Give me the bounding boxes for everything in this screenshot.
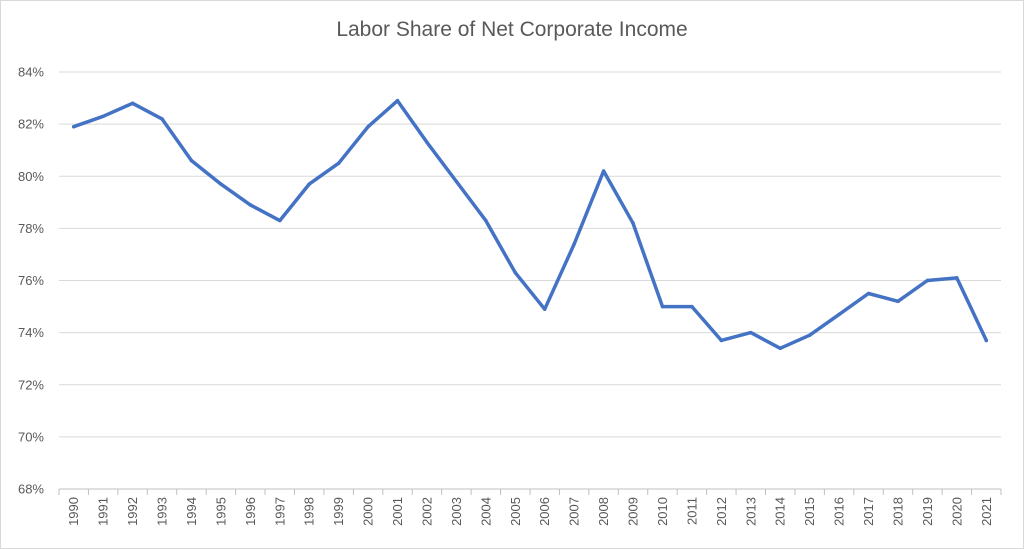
x-tick-label: 2014	[773, 497, 788, 526]
x-tick-label: 1997	[272, 497, 287, 526]
x-tick-label: 1994	[184, 497, 199, 526]
data-point	[366, 124, 370, 129]
y-tick-label: 80%	[18, 169, 44, 184]
x-tick-label: 2012	[714, 497, 729, 526]
x-tick-label: 2005	[508, 497, 523, 526]
data-point	[219, 182, 223, 186]
data-point	[660, 304, 665, 309]
x-tick-label: 2003	[449, 497, 464, 526]
data-point	[484, 218, 488, 223]
data-point	[513, 270, 518, 275]
x-tick-label: 2013	[743, 497, 758, 526]
x-tick-label: 2015	[802, 497, 817, 526]
data-point	[925, 278, 930, 283]
x-tick-label: 2004	[478, 497, 493, 526]
x-tick-label: 1991	[96, 497, 111, 526]
x-tick-label: 2016	[832, 497, 847, 526]
data-point	[454, 179, 459, 184]
y-tick-label: 72%	[18, 377, 44, 392]
x-tick-label: 2010	[655, 497, 670, 526]
data-point	[395, 98, 400, 103]
data-point	[631, 221, 635, 225]
data-point	[130, 101, 135, 106]
y-tick-label: 76%	[18, 273, 44, 288]
x-tick-label: 2017	[861, 497, 876, 526]
y-tick-label: 68%	[18, 482, 44, 497]
data-point	[425, 140, 429, 145]
x-tick-label: 1995	[213, 497, 228, 526]
y-tick-label: 84%	[18, 65, 44, 80]
x-tick-label: 2018	[890, 497, 905, 526]
data-point	[101, 114, 105, 119]
data-point	[572, 242, 576, 246]
x-tick-label: 1993	[155, 497, 170, 526]
data-point	[866, 291, 871, 296]
x-tick-label: 1999	[331, 497, 346, 526]
y-tick-label: 70%	[18, 429, 44, 444]
data-point	[71, 124, 76, 129]
series-line	[71, 98, 989, 351]
data-point	[984, 338, 989, 343]
data-point	[837, 312, 841, 317]
data-point	[896, 299, 900, 304]
data-point	[601, 169, 606, 173]
data-point	[189, 158, 194, 163]
x-tick-label: 2006	[537, 497, 552, 526]
data-point	[955, 276, 959, 280]
data-point	[160, 117, 164, 121]
x-tick-label: 2008	[596, 497, 611, 526]
chart-title: Labor Share of Net Corporate Income	[336, 18, 688, 41]
data-point	[248, 203, 253, 207]
data-point	[719, 338, 724, 343]
data-point	[278, 218, 282, 223]
x-tick-label: 2020	[949, 497, 964, 526]
data-point	[336, 161, 341, 165]
y-tick-label: 78%	[18, 221, 44, 236]
x-tick-label: 2019	[920, 497, 935, 526]
x-tick-label: 2021	[979, 497, 994, 526]
x-tick-label: 2001	[390, 497, 405, 526]
x-tick-label: 2009	[626, 497, 641, 526]
y-tick-label: 82%	[18, 117, 44, 132]
x-tick-label: 2000	[361, 497, 376, 526]
data-point	[749, 330, 753, 335]
x-tick-label: 1996	[243, 497, 258, 526]
data-point	[542, 307, 547, 311]
data-point	[307, 182, 311, 186]
y-tick-label: 74%	[18, 325, 44, 340]
data-point	[778, 346, 782, 351]
x-tick-label: 2002	[419, 497, 434, 526]
x-tick-label: 1992	[125, 497, 140, 526]
data-point	[807, 333, 812, 337]
x-tick-label: 1990	[66, 497, 81, 526]
x-tick-label: 2011	[684, 497, 699, 525]
x-tick-label: 1998	[302, 497, 317, 526]
data-point	[690, 304, 694, 309]
x-tick-label: 2007	[567, 497, 582, 526]
